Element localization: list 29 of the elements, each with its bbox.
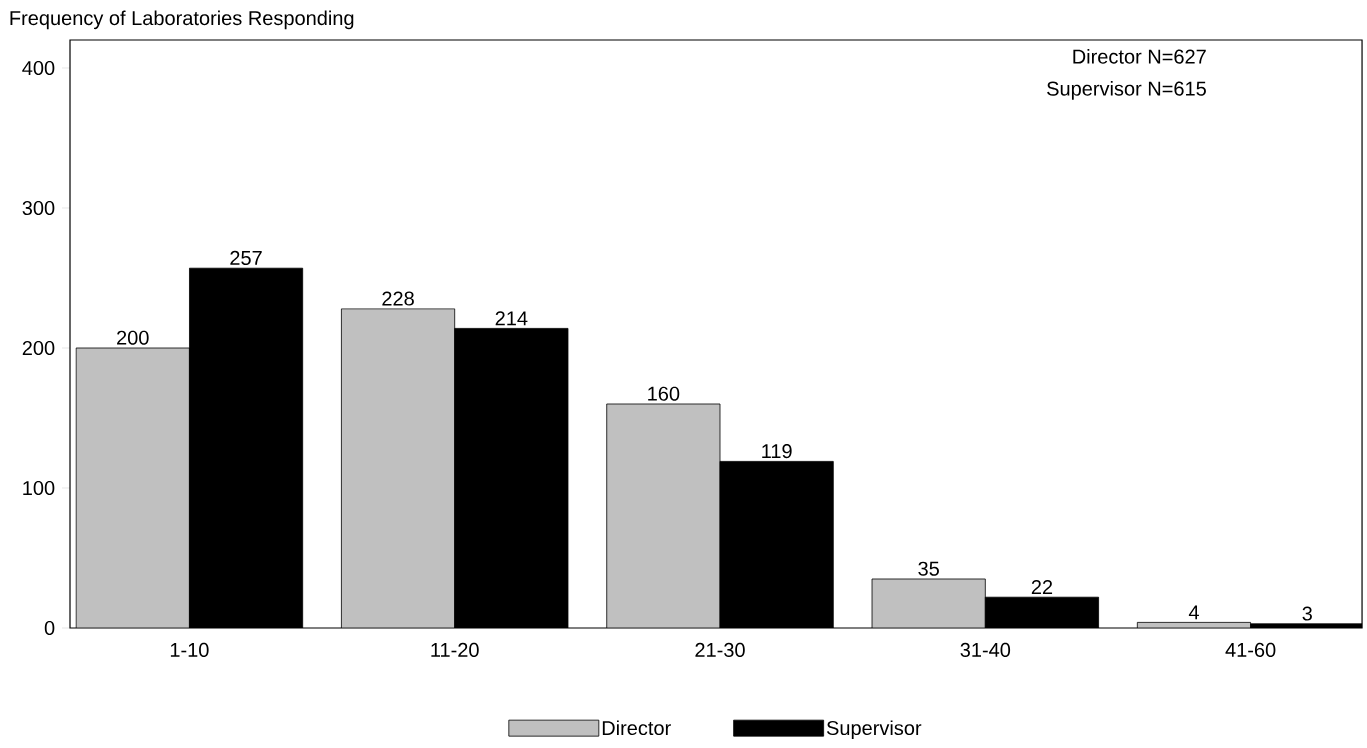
x-tick-label: 11-20 [431, 642, 479, 658]
data-label: 119 [762, 444, 792, 459]
y-tick-label: 0 [44, 620, 55, 636]
y-tick-label: 400 [22, 60, 55, 76]
bar [606, 404, 721, 628]
y-axis-title: Frequency of Laboratories Responding [10, 10, 354, 30]
y-tick-label: 100 [23, 480, 55, 496]
data-label: 35 [918, 561, 939, 576]
bar [872, 579, 986, 628]
bar [76, 348, 190, 628]
data-label: 214 [495, 311, 528, 326]
data-label: 228 [382, 291, 414, 306]
data-label: 160 [648, 386, 680, 401]
x-tick-label: 1-10 [170, 642, 209, 658]
data-label: 4 [1188, 605, 1199, 620]
annotation: Director N=627 [1073, 49, 1206, 64]
x-tick-label: 41-60 [1225, 642, 1276, 658]
bar [341, 308, 455, 628]
data-label: 3 [1302, 606, 1312, 621]
x-tick-label: 31-40 [960, 642, 1011, 658]
annotation: Supervisor N=615 [1047, 81, 1206, 100]
y-tick-label: 200 [22, 340, 55, 356]
x-tick-label: 21-30 [695, 642, 745, 658]
data-label: 22 [1031, 580, 1053, 594]
legend-label: Director [602, 720, 671, 736]
legend-label: Supervisor [826, 720, 922, 740]
y-tick-label: 300 [22, 200, 55, 216]
data-label: 257 [230, 250, 262, 265]
data-label: 200 [117, 330, 149, 345]
